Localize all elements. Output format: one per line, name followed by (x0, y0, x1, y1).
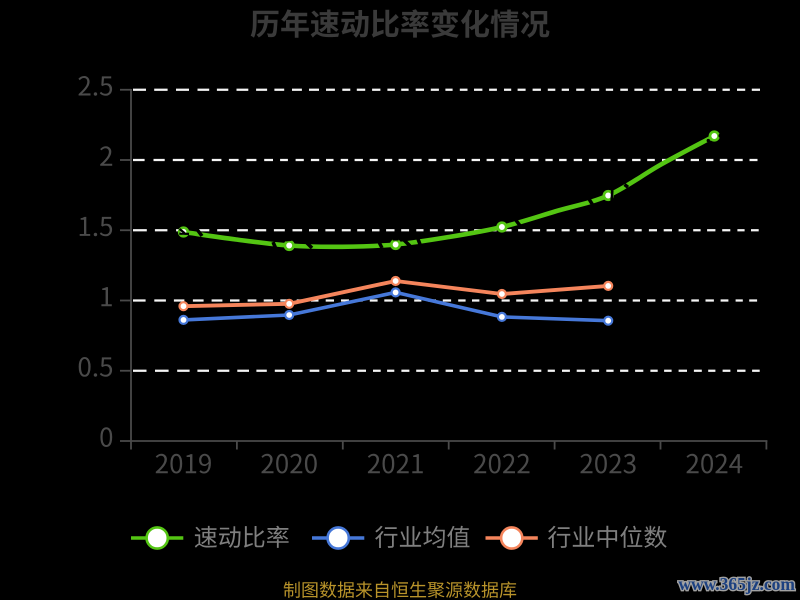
svg-text:www.365jz.com: www.365jz.com (678, 574, 795, 594)
svg-text:www.365jz.com: www.365jz.com (678, 574, 795, 594)
